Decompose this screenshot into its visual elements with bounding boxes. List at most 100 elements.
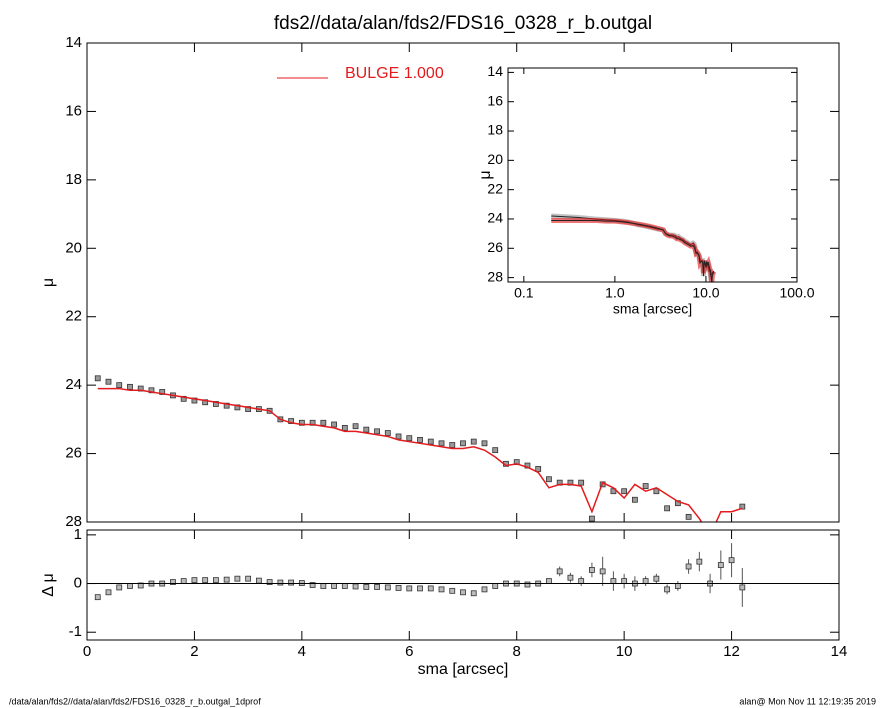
data-point bbox=[352, 423, 359, 430]
data-point bbox=[127, 583, 133, 589]
plot-area bbox=[94, 375, 746, 522]
data-point bbox=[717, 562, 724, 568]
y-tick-label: 24 bbox=[65, 376, 82, 393]
data-point bbox=[739, 584, 746, 591]
data-point bbox=[94, 375, 101, 382]
data-point bbox=[427, 585, 434, 592]
footer-left: /data/alan/fds2//data/alan/fds2/FDS16_03… bbox=[9, 696, 261, 706]
data-point bbox=[352, 583, 359, 590]
data-point bbox=[438, 586, 445, 593]
data-point bbox=[191, 397, 198, 404]
data-point bbox=[191, 577, 198, 584]
y-tick-label: 18 bbox=[487, 122, 503, 138]
data-point bbox=[524, 581, 531, 588]
data-point bbox=[234, 404, 241, 411]
data-point bbox=[137, 582, 144, 589]
data-point bbox=[427, 438, 434, 445]
data-point bbox=[664, 505, 671, 512]
data-point bbox=[223, 402, 230, 409]
data-point bbox=[213, 401, 219, 407]
x-tick-label: 14 bbox=[831, 643, 848, 660]
y-tick-label: 14 bbox=[487, 63, 503, 79]
data-point bbox=[94, 594, 101, 601]
data-point bbox=[255, 577, 262, 584]
data-point bbox=[470, 590, 477, 597]
frame bbox=[86, 529, 840, 641]
data-point bbox=[137, 385, 144, 392]
data-point bbox=[288, 579, 295, 586]
data-point bbox=[331, 421, 337, 428]
y-tick-label: -1 bbox=[69, 623, 82, 640]
data-point bbox=[567, 574, 574, 581]
data-point bbox=[213, 577, 219, 584]
data-point bbox=[642, 578, 649, 585]
data-point bbox=[492, 447, 499, 454]
data-point bbox=[653, 488, 660, 495]
data-point bbox=[363, 426, 370, 433]
y-tick-label: 20 bbox=[487, 151, 503, 167]
y-tick-label: 26 bbox=[65, 445, 82, 462]
y-tick-label: 16 bbox=[65, 102, 82, 119]
data-point bbox=[341, 583, 348, 589]
data-point bbox=[406, 435, 413, 442]
data-point bbox=[341, 425, 348, 431]
data-point bbox=[513, 459, 520, 466]
data-point bbox=[395, 585, 402, 591]
y-tick-label: 22 bbox=[65, 308, 82, 325]
y-tick-label: 28 bbox=[65, 513, 82, 530]
y-tick-label: 24 bbox=[487, 210, 503, 226]
data-point bbox=[309, 582, 316, 588]
data-point bbox=[599, 568, 606, 575]
x-tick-label: 10 bbox=[616, 643, 633, 660]
data-point bbox=[546, 476, 552, 483]
data-point bbox=[116, 382, 123, 389]
data-point bbox=[621, 488, 628, 495]
y-tick-label: 1 bbox=[74, 526, 82, 543]
data-point bbox=[449, 442, 456, 448]
data-point bbox=[653, 575, 660, 582]
x-tick-label: 0 bbox=[83, 643, 91, 660]
x-axis-label: sma [arcsec] bbox=[418, 661, 509, 678]
data-point bbox=[578, 578, 585, 585]
model-line bbox=[97, 387, 743, 522]
data-point bbox=[180, 578, 187, 585]
data-point bbox=[223, 576, 230, 583]
chart-title: fds2//data/alan/fds2/FDS16_0328_r_b.outg… bbox=[274, 13, 652, 34]
data-point bbox=[589, 567, 595, 573]
data-point bbox=[395, 433, 402, 440]
y-tick-label: 14 bbox=[65, 34, 82, 51]
data-point bbox=[320, 419, 327, 426]
x-tick-label: 12 bbox=[723, 643, 740, 660]
data-point bbox=[202, 577, 209, 584]
data-point bbox=[674, 583, 681, 589]
data-point bbox=[331, 583, 337, 589]
data-point bbox=[374, 428, 380, 435]
data-point bbox=[309, 419, 316, 426]
data-point bbox=[578, 479, 585, 486]
y-axis-label: μ bbox=[477, 170, 494, 179]
data-point bbox=[384, 584, 391, 591]
footer-right: alan@ Mon Nov 11 12:19:35 2019 bbox=[739, 696, 876, 706]
data-point bbox=[374, 584, 380, 590]
data-point bbox=[363, 584, 370, 590]
data-point bbox=[556, 479, 563, 486]
data-point bbox=[460, 440, 466, 447]
data-point bbox=[170, 579, 176, 585]
data-point bbox=[417, 585, 423, 592]
y-tick-label: 22 bbox=[487, 180, 503, 196]
data-point bbox=[234, 575, 241, 582]
y-tick-label: 26 bbox=[487, 239, 503, 255]
data-point bbox=[202, 399, 209, 406]
data-point bbox=[739, 503, 746, 510]
inset-background bbox=[508, 68, 797, 282]
data-point bbox=[696, 558, 703, 565]
data-point bbox=[664, 586, 671, 593]
data-point bbox=[245, 406, 252, 412]
data-point bbox=[481, 440, 488, 447]
data-point bbox=[245, 575, 252, 582]
y-axis-label: Δ μ bbox=[40, 573, 57, 596]
y-tick-label: 18 bbox=[65, 171, 82, 188]
data-point bbox=[589, 515, 595, 522]
data-point bbox=[728, 557, 735, 564]
